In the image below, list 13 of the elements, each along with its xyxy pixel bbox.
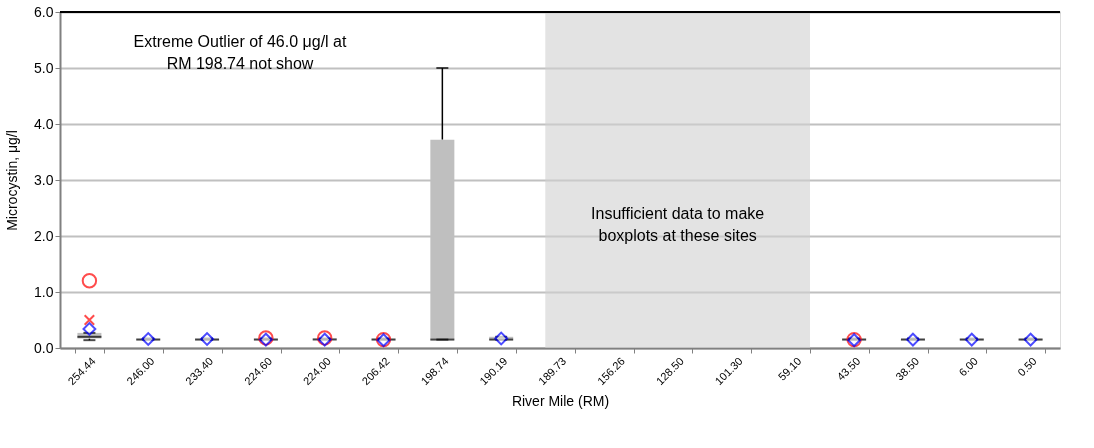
y-tick-label: 1.0 <box>34 283 54 300</box>
y-tick-label: 6.0 <box>34 3 54 20</box>
annotation: Extreme Outlier of 46.0 μg/l at RM 198.74 not show <box>133 33 347 72</box>
x-tick-label: 0.50 <box>1015 354 1039 379</box>
y-tick-label: 0.0 <box>34 339 54 356</box>
y-tick-label: 5.0 <box>34 59 54 76</box>
y-tick-label: 4.0 <box>34 115 54 132</box>
y-tick-label: 2.0 <box>34 227 54 244</box>
x-axis-title: River Mile (RM) <box>511 393 610 410</box>
x-tick-label: 6.00 <box>956 354 981 379</box>
y-axis-title: Microcystin, μg/l <box>4 130 21 231</box>
band-label: Insufficient data to make boxplots at these sites <box>591 204 765 244</box>
y-tick-label: 3.0 <box>34 171 54 188</box>
